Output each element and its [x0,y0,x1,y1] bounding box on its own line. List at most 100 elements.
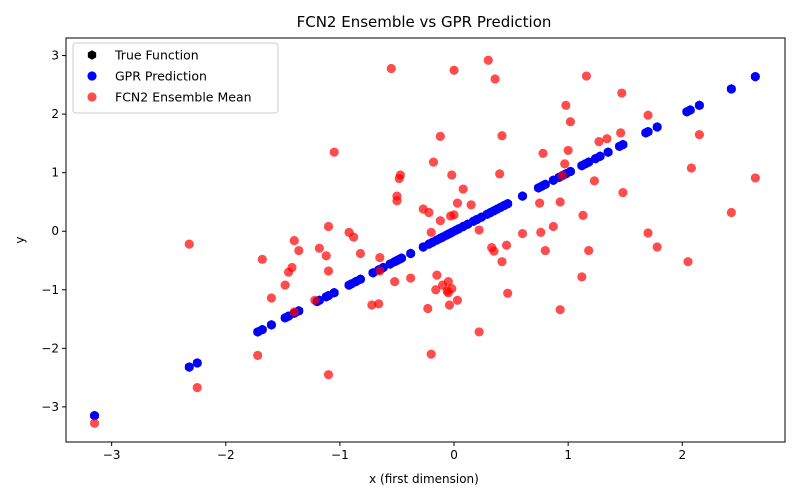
y-tick-label: 3 [51,49,59,63]
y-tick-label: 0 [51,224,59,238]
data-point [435,216,445,226]
data-point [443,276,453,287]
data-point [578,210,588,221]
data-point [89,418,100,428]
data-point [321,251,331,261]
data-point [266,320,277,330]
data-point [548,221,558,232]
data-point [452,198,463,208]
data-point [602,134,612,144]
x-tick-label: −2 [217,448,235,462]
data-point [375,266,385,276]
data-point [329,288,339,298]
data-point [355,274,366,284]
legend-box [72,42,279,114]
data-point [535,198,545,208]
data-point [449,210,459,220]
data-point [449,65,459,75]
data-point [390,276,400,287]
data-point [253,350,263,360]
legend-marker [87,50,97,60]
data-point [444,300,455,310]
data-point [685,105,695,115]
data-point [452,295,463,305]
data-point [289,307,299,317]
data-point [555,305,565,315]
data-point [323,266,334,276]
data-point [89,411,100,421]
data-point [497,131,507,141]
data-point [683,257,693,267]
data-point [266,293,277,303]
plot-area [89,55,760,428]
data-point [396,253,407,263]
data-point [595,151,605,161]
data-point [323,221,334,232]
data-point [652,242,662,252]
x-tick-label: 0 [450,448,458,462]
data-point [375,252,385,263]
data-point [432,270,442,280]
legend-marker [87,92,97,102]
data-point [423,303,433,314]
y-tick-label: 2 [51,107,59,121]
data-point [643,110,653,120]
data-point [503,288,513,298]
data-point [280,280,290,290]
data-point [490,74,500,84]
data-point [466,200,476,210]
axes-frame [65,37,786,443]
legend-label: True Function [114,48,199,63]
data-point [589,176,600,186]
data-point [192,382,202,393]
data-point [431,285,441,295]
data-point [652,122,662,132]
data-point [618,139,628,150]
data-point [565,117,576,127]
data-point [435,131,445,141]
data-point [184,362,194,372]
data-point [474,327,484,337]
data-point [489,246,499,256]
legend-marker [87,71,97,81]
data-point [517,191,528,201]
data-point [310,295,320,305]
data-point [426,227,436,237]
data-point [750,72,760,82]
data-point [603,147,613,157]
data-point [349,232,359,242]
data-point [557,170,568,181]
data-point [503,199,513,209]
x-tick-label: 1 [564,448,572,462]
data-point [287,262,297,273]
data-point [314,243,324,253]
data-point [386,63,396,74]
data-point [257,324,267,335]
data-point [581,71,592,81]
data-point [257,254,267,264]
data-point [447,170,457,180]
data-point [323,370,334,380]
data-point [577,272,587,282]
data-point [517,228,528,239]
data-point [406,248,416,259]
data-point [495,169,505,179]
data-point [447,283,457,294]
data-point [374,299,384,309]
data-point [355,248,366,259]
data-point [428,157,439,167]
data-point [329,147,339,157]
data-point [686,163,697,173]
axes: −3 −2 −1 0 1 2 −3 −2 −1 0 1 2 3 [41,37,786,462]
data-point [584,157,594,167]
data-point [616,128,626,138]
y-tick-label: −3 [41,400,59,414]
legend: True Function GPR Prediction FCN2 Ensemble… [72,42,279,114]
y-tick-label: 1 [51,166,59,180]
data-point [538,148,548,158]
data-point [483,55,493,65]
data-point [184,239,194,249]
data-point [424,207,434,218]
series-1 [89,72,760,421]
y-tick-label: −1 [41,283,59,297]
